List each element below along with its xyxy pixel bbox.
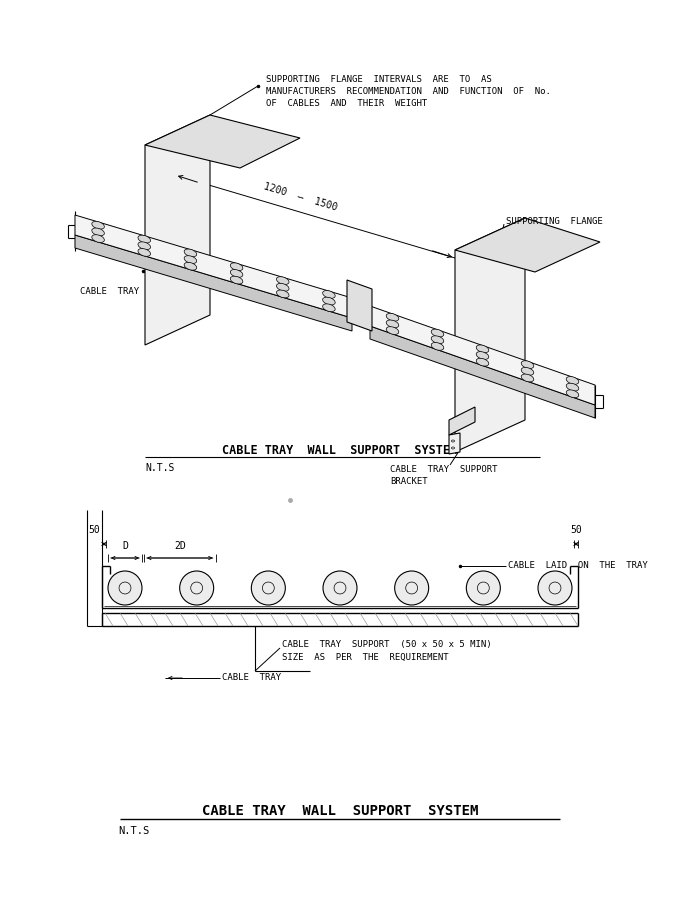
Polygon shape bbox=[455, 218, 525, 452]
Text: 2D: 2D bbox=[174, 541, 186, 551]
Ellipse shape bbox=[566, 390, 579, 398]
Text: BRACKET: BRACKET bbox=[390, 477, 428, 486]
Text: SUPPORTING  FLANGE: SUPPORTING FLANGE bbox=[506, 218, 602, 227]
Ellipse shape bbox=[476, 345, 489, 353]
Text: 50: 50 bbox=[88, 525, 100, 535]
Ellipse shape bbox=[92, 235, 104, 242]
Circle shape bbox=[180, 571, 214, 605]
Ellipse shape bbox=[231, 270, 243, 277]
Text: N.T.S: N.T.S bbox=[118, 826, 149, 836]
Text: CABLE TRAY  WALL  SUPPORT  SYSTEM: CABLE TRAY WALL SUPPORT SYSTEM bbox=[202, 804, 478, 818]
Polygon shape bbox=[75, 235, 352, 331]
Ellipse shape bbox=[138, 249, 150, 256]
Polygon shape bbox=[145, 115, 210, 345]
Ellipse shape bbox=[566, 384, 579, 391]
Ellipse shape bbox=[386, 327, 398, 334]
Polygon shape bbox=[370, 326, 595, 418]
Text: CABLE  TRAY  SUPPORT  (50 x 50 x 5 MIN): CABLE TRAY SUPPORT (50 x 50 x 5 MIN) bbox=[282, 640, 492, 650]
Ellipse shape bbox=[476, 358, 489, 366]
Polygon shape bbox=[145, 115, 300, 168]
Ellipse shape bbox=[522, 374, 534, 382]
Text: MANUFACTURERS  RECOMMENDATION  AND  FUNCTION  OF  No.: MANUFACTURERS RECOMMENDATION AND FUNCTIO… bbox=[266, 87, 551, 97]
Ellipse shape bbox=[92, 221, 104, 230]
Polygon shape bbox=[75, 215, 352, 318]
Ellipse shape bbox=[522, 361, 534, 369]
Ellipse shape bbox=[431, 336, 444, 343]
Ellipse shape bbox=[231, 263, 243, 271]
Polygon shape bbox=[449, 433, 460, 454]
Circle shape bbox=[394, 571, 428, 605]
Polygon shape bbox=[455, 218, 600, 272]
Text: SIZE  AS  PER  THE  REQUIREMENT: SIZE AS PER THE REQUIREMENT bbox=[282, 652, 449, 661]
Polygon shape bbox=[370, 306, 595, 405]
Circle shape bbox=[108, 571, 142, 605]
Ellipse shape bbox=[522, 367, 534, 375]
Text: CABLE  TRAY: CABLE TRAY bbox=[222, 673, 281, 682]
Ellipse shape bbox=[322, 291, 335, 298]
Ellipse shape bbox=[184, 249, 197, 257]
Ellipse shape bbox=[138, 235, 150, 243]
Circle shape bbox=[538, 571, 572, 605]
Text: CABLE  LAID  ON  THE  TRAY: CABLE LAID ON THE TRAY bbox=[508, 561, 648, 570]
Ellipse shape bbox=[277, 277, 289, 284]
Ellipse shape bbox=[476, 352, 489, 359]
Ellipse shape bbox=[138, 241, 150, 250]
Circle shape bbox=[252, 571, 286, 605]
Ellipse shape bbox=[184, 256, 197, 263]
Text: CABLE TRAY  WALL  SUPPORT  SYSTEM: CABLE TRAY WALL SUPPORT SYSTEM bbox=[222, 444, 458, 456]
Ellipse shape bbox=[386, 320, 398, 328]
Text: CABLE  TRAY  SUPPORT: CABLE TRAY SUPPORT bbox=[390, 466, 498, 475]
Ellipse shape bbox=[277, 290, 289, 298]
Ellipse shape bbox=[431, 329, 444, 337]
Text: N.T.S: N.T.S bbox=[145, 463, 174, 473]
Circle shape bbox=[323, 571, 357, 605]
Ellipse shape bbox=[231, 276, 243, 284]
Text: D: D bbox=[122, 541, 128, 551]
Text: OF  CABLES  AND  THEIR  WEIGHT: OF CABLES AND THEIR WEIGHT bbox=[266, 99, 427, 108]
Ellipse shape bbox=[452, 440, 454, 442]
Text: CABLE  TRAY: CABLE TRAY bbox=[80, 286, 139, 295]
Text: 1200  –  1500: 1200 – 1500 bbox=[262, 181, 338, 212]
Polygon shape bbox=[449, 407, 475, 435]
Ellipse shape bbox=[322, 297, 335, 305]
Text: SUPPORTING  FLANGE  INTERVALS  ARE  TO  AS: SUPPORTING FLANGE INTERVALS ARE TO AS bbox=[266, 76, 492, 85]
Ellipse shape bbox=[277, 283, 289, 292]
Text: 50: 50 bbox=[570, 525, 582, 535]
Ellipse shape bbox=[322, 304, 335, 312]
Ellipse shape bbox=[184, 262, 197, 271]
Ellipse shape bbox=[92, 228, 104, 236]
Ellipse shape bbox=[431, 343, 444, 350]
Circle shape bbox=[466, 571, 500, 605]
Ellipse shape bbox=[386, 313, 398, 321]
Polygon shape bbox=[347, 280, 372, 331]
Ellipse shape bbox=[452, 447, 454, 449]
Ellipse shape bbox=[566, 376, 579, 384]
